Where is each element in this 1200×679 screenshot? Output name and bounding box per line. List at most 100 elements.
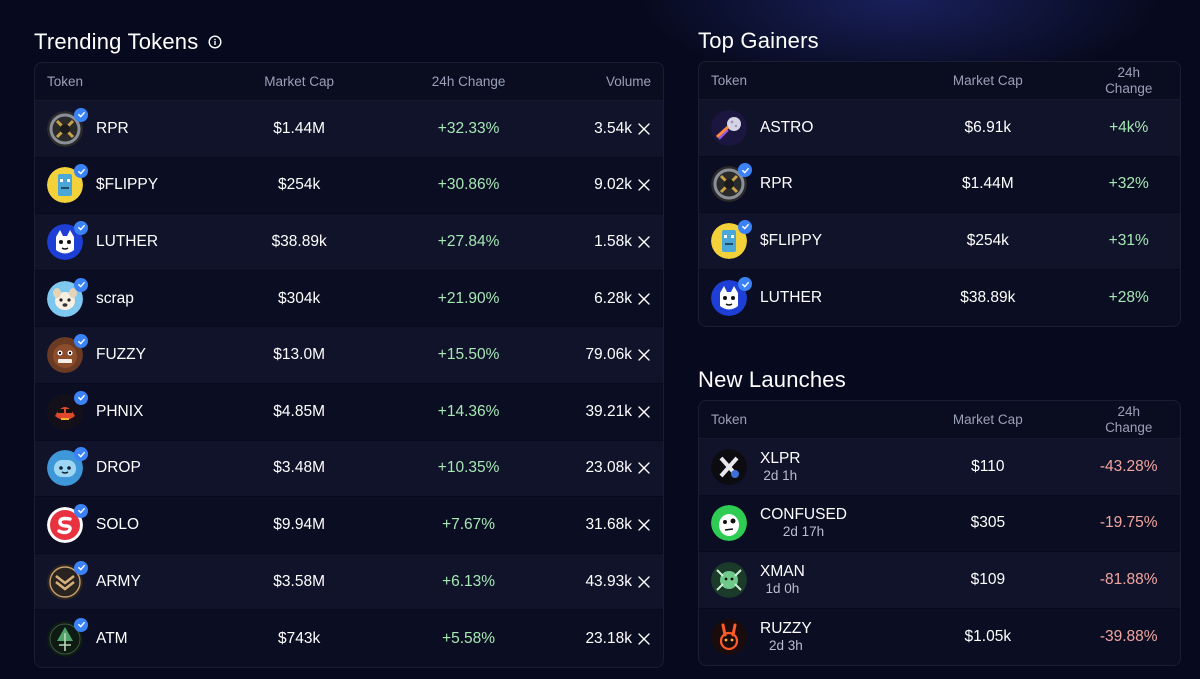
token-symbol: ARMY [96, 572, 141, 590]
table-row[interactable]: $FLIPPY $254k +31% [699, 213, 1180, 270]
column-token[interactable]: Token [711, 412, 748, 427]
volume: 1.58k [563, 233, 663, 251]
avatar [711, 277, 752, 317]
market-cap: $1.44M [273, 119, 325, 137]
token-symbol: ASTRO [760, 118, 814, 136]
volume-value: 43.93k [585, 572, 632, 590]
token-name-block: RUZZY 2d 3h [760, 620, 812, 654]
table-row[interactable]: DROP $3.48M +10.35% 23.08k [35, 440, 663, 498]
token-symbol: LUTHER [760, 289, 823, 307]
column-market-cap[interactable]: Market Cap [952, 412, 1023, 427]
check-badge-icon [74, 560, 88, 575]
avatar [47, 503, 88, 543]
token-symbol: ATM [96, 629, 128, 647]
new-launches-table: Token Market Cap 24h Change XLPR 2d 1h $11… [698, 400, 1181, 667]
column-market-cap[interactable]: Market Cap [264, 74, 335, 89]
column-24h-change[interactable]: 24h Change [431, 74, 506, 89]
token-cell: PHNIX [35, 390, 224, 430]
avatar [47, 390, 88, 430]
top-gainers-table: Token Market Cap 24h Change ASTRO $6.91k +… [698, 61, 1181, 328]
column-token[interactable]: Token [711, 73, 748, 88]
table-row[interactable]: ARMY $3.58M +6.13% 43.93k [35, 553, 663, 611]
phnix-logo [47, 393, 83, 430]
trending-tokens-panel: Trending Tokens Token Market Cap 24h Cha… [34, 28, 664, 668]
rpr-logo [711, 166, 747, 203]
market-cap: $38.89k [960, 289, 1016, 307]
avatar [711, 619, 747, 656]
column-24h-line2: Change [1105, 80, 1153, 96]
table-row[interactable]: XMAN 1d 0h $109 -81.88% [699, 552, 1180, 609]
change-24h: +21.90% [437, 289, 500, 307]
new-launches-panel: New Launches Token Market Cap 24h Change… [698, 366, 1181, 667]
table-row[interactable]: ATM $743k +5.58% 23.18k [35, 610, 663, 667]
change-24h: +5.58% [442, 629, 496, 647]
avatar [47, 277, 88, 317]
check-badge-icon [74, 220, 88, 235]
market-cap: $3.48M [273, 459, 325, 477]
flippy-logo [47, 167, 83, 204]
volume-value: 23.08k [585, 459, 632, 477]
luther-logo [711, 280, 747, 317]
column-market-cap[interactable]: Market Cap [952, 73, 1023, 88]
token-cell: ATM [35, 617, 224, 657]
check-badge-icon [74, 447, 88, 462]
table-row[interactable]: RPR $1.44M +32.33% 3.54k [35, 101, 663, 158]
token-cell: RPR [699, 163, 898, 203]
change-24h: +32% [1108, 175, 1149, 193]
check-badge-icon [74, 107, 88, 122]
change-24h: +30.86% [437, 176, 500, 194]
top-gainers-title: Top Gainers [698, 28, 819, 53]
volume-value: 3.54k [594, 119, 632, 137]
table-row[interactable]: scrap $304k +21.90% 6.28k [35, 270, 663, 328]
token-cell: LUTHER [699, 277, 898, 317]
table-row[interactable]: RUZZY 2d 3h $1.05k -39.88% [699, 608, 1180, 666]
atm-logo [47, 620, 83, 657]
column-24h-change[interactable]: 24h Change [1077, 404, 1180, 436]
info-icon[interactable] [208, 35, 222, 49]
column-24h-change[interactable]: 24h Change [1077, 65, 1180, 97]
table-row[interactable]: XLPR 2d 1h $110 -43.28% [699, 439, 1180, 496]
token-name-block: XLPR 2d 1h [760, 450, 801, 484]
volume: 9.02k [563, 176, 663, 194]
volume-value: 1.58k [594, 232, 632, 250]
x-logo-icon [637, 518, 651, 532]
table-row[interactable]: LUTHER $38.89k +28% [699, 269, 1180, 327]
token-name-block: XMAN 1d 0h [760, 563, 805, 597]
flippy-logo [711, 222, 747, 259]
avatar [711, 561, 747, 598]
token-cell: $FLIPPY [699, 219, 898, 259]
market-cap: $305 [970, 514, 1006, 532]
table-row[interactable]: CONFUSED 2d 17h $305 -19.75% [699, 495, 1180, 553]
token-cell: FUZZY [35, 334, 224, 374]
volume-value: 23.18k [585, 629, 632, 647]
token-symbol: CONFUSED [760, 506, 847, 524]
top-gainers-panel: Top Gainers Token Market Cap 24h Change … [698, 27, 1181, 328]
token-symbol: SOLO [96, 515, 140, 533]
drop-logo [47, 450, 83, 487]
token-cell: scrap [35, 277, 224, 317]
token-name-block: CONFUSED 2d 17h [760, 506, 847, 540]
table-row[interactable]: ASTRO $6.91k +4k% [699, 100, 1180, 157]
avatar [711, 448, 747, 485]
token-age: 2d 1h [763, 467, 798, 483]
column-volume[interactable]: Volume [605, 74, 651, 89]
table-row[interactable]: SOLO $9.94M +7.67% 31.68k [35, 497, 663, 554]
table-row[interactable]: FUZZY $13.0M +15.50% 79.06k [35, 327, 663, 384]
check-badge-icon [74, 277, 88, 292]
trending-tokens-table: Token Market Cap 24h Change Volume RPR $1… [34, 62, 664, 668]
market-cap: $109 [970, 570, 1006, 588]
new-launches-title: New Launches [698, 367, 846, 392]
column-token[interactable]: Token [47, 74, 84, 89]
table-row[interactable]: LUTHER $38.89k +27.84% 1.58k [35, 214, 663, 271]
table-row[interactable]: PHNIX $4.85M +14.36% 39.21k [35, 383, 663, 441]
change-24h: +27.84% [437, 232, 500, 250]
market-cap: $1.05k [964, 628, 1012, 646]
table-row[interactable]: RPR $1.44M +32% [699, 156, 1180, 214]
market-cap: $4.85M [273, 402, 325, 420]
check-badge-icon [74, 164, 88, 179]
avatar [47, 617, 88, 657]
astro-logo [711, 109, 747, 146]
avatar [47, 164, 88, 204]
token-symbol: XLPR [760, 449, 801, 467]
table-row[interactable]: $FLIPPY $254k +30.86% 9.02k [35, 157, 663, 215]
